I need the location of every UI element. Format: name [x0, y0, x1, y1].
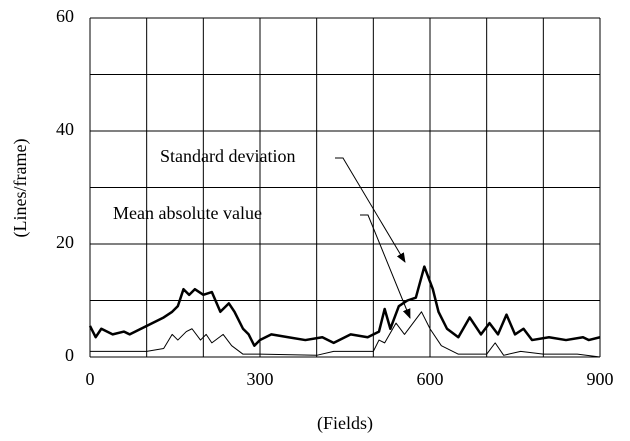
x-tick-label: 600: [417, 369, 444, 389]
annotation-arrow: [360, 214, 411, 319]
y-tick-label: 40: [56, 119, 74, 139]
annotation: Standard deviation: [160, 146, 295, 166]
x-tick-label: 300: [247, 369, 274, 389]
annotation-arrow: [335, 157, 406, 263]
series-line: [88, 265, 601, 347]
y-tick-label: 0: [65, 345, 74, 365]
x-tick-label: 0: [86, 369, 95, 389]
x-tick-label: 900: [587, 369, 614, 389]
y-axis-label: (Lines/frame): [10, 139, 31, 238]
y-tick-label: 20: [56, 232, 74, 252]
y-tick-label: 60: [56, 6, 74, 26]
annotation: Mean absolute value: [113, 203, 262, 223]
x-axis-label: (Fields): [317, 413, 373, 434]
series-line: [90, 311, 601, 358]
